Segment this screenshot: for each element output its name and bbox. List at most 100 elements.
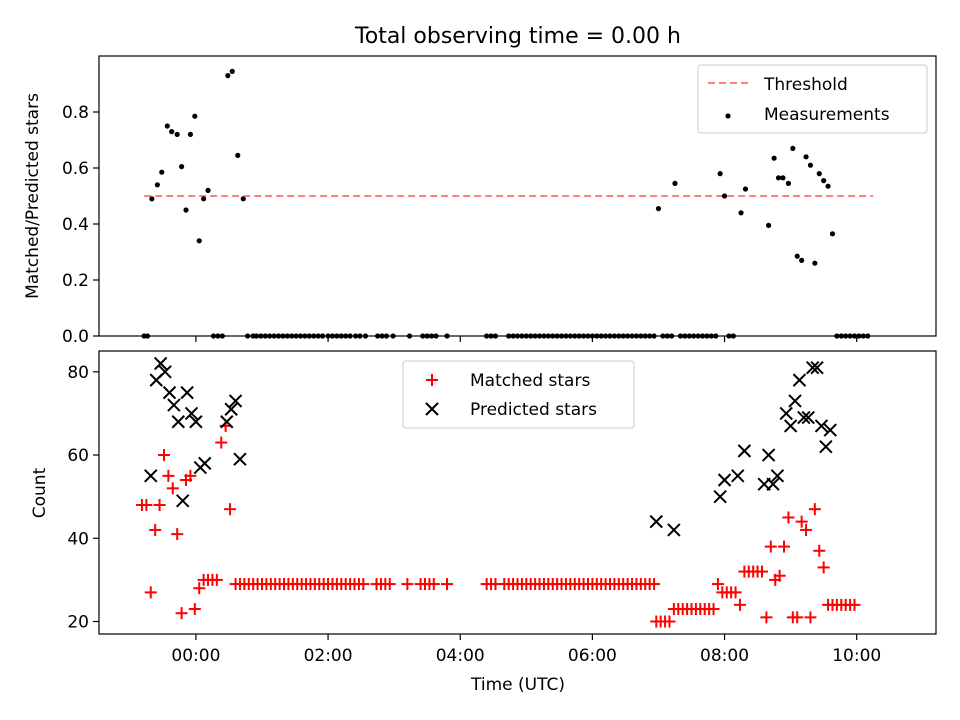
measurement-point — [799, 257, 805, 263]
measurement-point — [262, 333, 268, 339]
measurement-point — [794, 253, 800, 259]
measurement-point — [315, 333, 321, 339]
matched-star-point — [184, 469, 197, 482]
measurement-point — [169, 129, 175, 135]
measurement-point — [807, 162, 814, 168]
matched-star-point — [401, 578, 414, 591]
measurement-point — [611, 333, 618, 339]
measurements-legend-label: Measurements — [764, 105, 890, 125]
bottom-x-tick-label: 04:00 — [436, 646, 485, 666]
measurement-point — [554, 333, 560, 339]
measurement-point — [240, 196, 246, 202]
measurement-point — [651, 333, 657, 339]
measurement-point — [383, 333, 390, 339]
matched-star-point — [383, 578, 396, 591]
measurement-point — [825, 183, 831, 189]
measurement-point — [488, 333, 494, 339]
top-y-axis: 0.0 0.2 0.4 0.6 0.8 — [62, 103, 99, 347]
measurement-point — [289, 333, 295, 339]
predicted-legend-label: Predicted stars — [470, 400, 597, 420]
measurement-point — [616, 333, 622, 339]
measurement-point — [775, 175, 782, 181]
measurement-point — [390, 333, 396, 339]
matched-star-point — [441, 578, 454, 591]
measurement-point — [738, 210, 744, 216]
predicted-star-point — [220, 415, 234, 429]
bottom-x-tick-label: 10:00 — [832, 646, 881, 666]
matched-star-point — [755, 565, 768, 578]
measurement-point — [816, 171, 822, 177]
matched-star-point — [153, 498, 166, 511]
measurement-point — [514, 333, 521, 339]
measurement-point — [329, 333, 336, 339]
measurement-point — [225, 73, 231, 79]
measurement-point — [506, 333, 512, 339]
measurement-point — [528, 333, 534, 339]
predicted-star-point — [783, 419, 798, 433]
measurement-point — [580, 333, 587, 339]
predicted-star-point — [788, 394, 802, 408]
matched-star-point — [193, 582, 206, 595]
predicted-star-point — [667, 523, 681, 537]
measurement-point — [713, 333, 719, 339]
measurements-legend-swatch — [725, 113, 731, 119]
measurement-point — [178, 164, 185, 170]
matched-star-point — [733, 598, 746, 611]
measurement-point — [695, 333, 701, 339]
measurement-point — [379, 333, 385, 339]
top-y-tick-label: 0.8 — [62, 103, 89, 123]
measurement-point — [638, 333, 644, 339]
measurement-point — [585, 333, 591, 339]
measurement-point — [362, 333, 369, 339]
measurement-point — [375, 333, 381, 339]
matched-star-point — [224, 503, 237, 516]
predicted-star-point — [233, 452, 247, 466]
matched-star-point — [804, 611, 817, 624]
measurement-point — [607, 333, 613, 339]
measurement-point — [771, 155, 777, 161]
predicted-star-point — [153, 356, 168, 371]
bottom-x-tick-label: 06:00 — [568, 646, 617, 666]
matched-star-point — [773, 569, 786, 582]
matched-legend-swatch — [426, 374, 438, 386]
measurement-point — [428, 333, 435, 339]
measurement-points — [141, 68, 871, 339]
bottom-y-tick-label: 80 — [67, 363, 89, 383]
matched-star-point — [140, 498, 153, 511]
measurement-point — [699, 333, 706, 339]
measurement-point — [860, 333, 866, 339]
measurement-point — [834, 333, 840, 339]
bottom-x-tick-label: 02:00 — [304, 646, 353, 666]
predicted-star-point — [770, 469, 785, 483]
measurement-point — [201, 196, 207, 202]
measurement-point — [164, 123, 170, 129]
matched-star-point — [711, 578, 724, 591]
measurement-point — [536, 333, 543, 339]
measurement-point — [730, 333, 736, 339]
bottom-y-axis-label: Count — [30, 467, 50, 518]
bottom-y-tick-label: 60 — [67, 446, 89, 466]
matched-star-point — [795, 515, 808, 528]
measurement-point — [669, 333, 675, 339]
predicted-star-point — [819, 440, 833, 454]
predicted-star-point — [158, 365, 172, 379]
count-points — [135, 356, 861, 628]
matched-star-point — [188, 603, 201, 616]
measurement-point — [280, 333, 286, 339]
measurement-point — [647, 333, 653, 339]
measurement-point — [708, 333, 714, 339]
measurement-point — [492, 333, 499, 339]
matched-star-point — [144, 586, 157, 599]
measurement-point — [275, 333, 282, 339]
predicted-star-point — [224, 402, 238, 416]
matched-star-point — [764, 540, 777, 553]
matched-star-point — [778, 540, 791, 553]
matched-legend-label: Matched stars — [470, 371, 590, 391]
measurement-point — [856, 333, 862, 339]
chart-title: Total observing time = 0.00 h — [354, 24, 681, 49]
predicted-star-point — [717, 473, 732, 487]
matched-star-point — [813, 544, 826, 557]
predicted-star-point — [797, 410, 811, 425]
measurement-point — [353, 333, 359, 339]
